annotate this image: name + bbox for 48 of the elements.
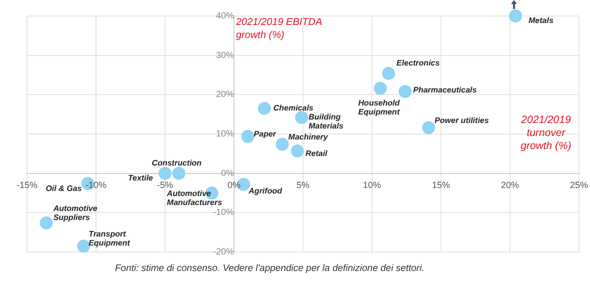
x-tick-label: 25% <box>570 180 588 190</box>
data-label: Household Equipment <box>358 98 401 117</box>
data-label: Pharmaceuticals <box>413 86 478 95</box>
data-label: Automotive Manufacturers <box>166 189 223 208</box>
data-label: Automotive Suppliers <box>52 204 98 222</box>
y-tick-label: -20% <box>212 246 234 256</box>
point <box>295 110 308 124</box>
y-tick-label: 30% <box>216 50 234 60</box>
y-tick-label: 20% <box>216 89 234 100</box>
x-tick-label: 15% <box>432 180 450 190</box>
data-label: Electronics <box>396 58 440 68</box>
point <box>382 66 396 80</box>
y-tick-label: 10% <box>216 128 234 138</box>
data-label: Building Materials <box>308 112 344 131</box>
point <box>290 144 304 158</box>
point <box>241 130 254 143</box>
y-tick-label: 0% <box>220 168 234 178</box>
data-label: Power utilities <box>434 116 490 125</box>
point <box>40 216 53 230</box>
point <box>374 82 387 95</box>
point <box>509 10 522 22</box>
point <box>422 121 436 134</box>
x-tick-label: 20% <box>500 180 520 190</box>
point <box>77 240 90 253</box>
data-label: Machinery <box>288 132 328 142</box>
data-label: Oil & Gas <box>46 184 82 193</box>
data-label: Transport Equipment <box>88 229 130 248</box>
x-tick-label: 10% <box>362 180 382 190</box>
point <box>258 102 271 115</box>
point <box>398 85 412 98</box>
x-tick-label: -5% <box>156 180 174 190</box>
point <box>276 138 289 151</box>
data-label: Agrifood <box>248 186 284 196</box>
x-axis-title: 2021/2019 turnover growth (%) <box>520 114 572 153</box>
data-label: Metals <box>528 16 554 26</box>
x-tick-label: 5% <box>296 180 310 190</box>
point <box>158 166 172 180</box>
x-tick-label: -15% <box>16 180 38 190</box>
y-tick-label: 40% <box>216 10 234 20</box>
data-label: Construction <box>152 158 202 168</box>
text: Fonti: stime di consenso. Vedere l'appendice per la definizione dei settori. <box>115 262 426 276</box>
y-tick-label: -10% <box>212 207 234 218</box>
data-label: Chemicals <box>273 104 314 113</box>
y-axis-title: 2021/2019 EBITDA growth (%) <box>236 16 323 42</box>
data-label: Retail <box>305 149 328 158</box>
data-label: Paper <box>254 130 277 139</box>
data-label: Textile <box>128 174 154 183</box>
point <box>172 166 186 180</box>
